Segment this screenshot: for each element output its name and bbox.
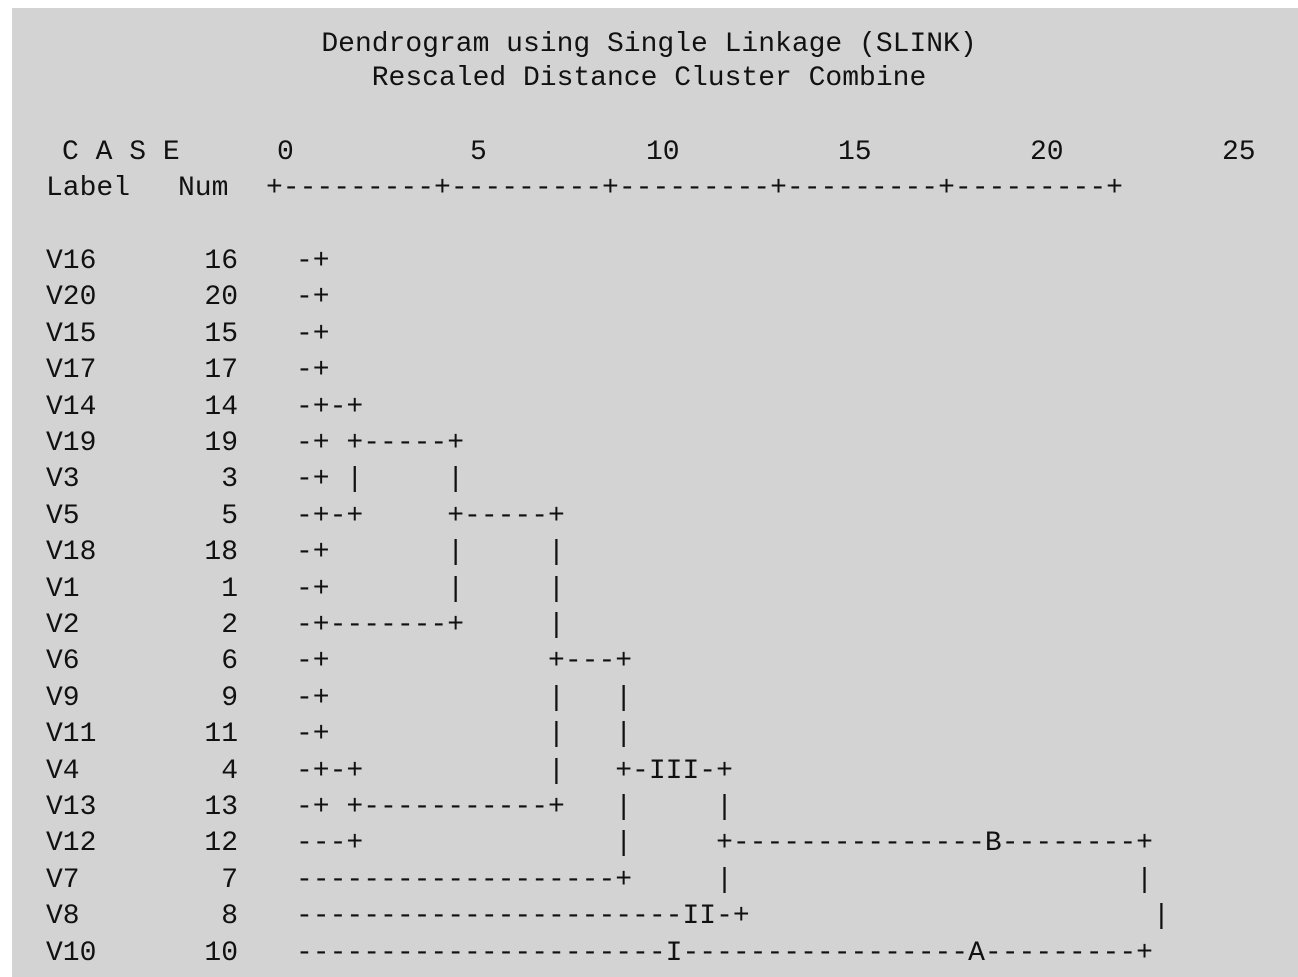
case-label: V11 (46, 719, 97, 750)
case-number: 10 (204, 938, 238, 969)
case-label: V1 (46, 574, 80, 605)
case-number: 14 (204, 392, 238, 423)
case-label: V18 (46, 537, 97, 568)
case-label: V8 (46, 901, 80, 932)
dendrogram-branch-row: -+ | | (296, 464, 465, 495)
dendrogram-branch-row: -+ (296, 246, 330, 277)
case-label: V16 (46, 246, 97, 277)
case-number: 12 (204, 828, 238, 859)
num-column-header: Num (178, 173, 229, 204)
scale-tick-15: 15 (838, 137, 872, 168)
case-number: 18 (204, 537, 238, 568)
case-number: 17 (204, 355, 238, 386)
case-label: V3 (46, 464, 80, 495)
case-number: 5 (221, 501, 238, 532)
case-number: 16 (204, 246, 238, 277)
dendrogram-panel (12, 8, 1298, 977)
distance-ruler: +---------+---------+---------+---------… (266, 173, 1123, 204)
case-header: C A S E (62, 137, 180, 168)
chart-subtitle: Rescaled Distance Cluster Combine (371, 63, 927, 94)
dendrogram-branch-row: -+ | | (296, 719, 633, 750)
dendrogram-branch-row: -------------------+ | | (296, 865, 1153, 896)
dendrogram-branch-row: -+ (296, 319, 330, 350)
scale-tick-5: 5 (470, 137, 487, 168)
dendrogram-branch-row: -+-+ +-----+ (296, 501, 565, 532)
case-label: V12 (46, 828, 97, 859)
dendrogram-branch-row: -+-+ | +-III-+ (296, 756, 733, 787)
scale-tick-20: 20 (1030, 137, 1064, 168)
case-number: 11 (204, 719, 238, 750)
dendrogram-branch-row: -+ (296, 282, 330, 313)
dendrogram-branch-row: -+-------+ | (296, 610, 565, 641)
case-number: 4 (221, 756, 238, 787)
case-number: 8 (221, 901, 238, 932)
dendrogram-branch-row: -+ | | (296, 574, 565, 605)
case-label: V9 (46, 683, 80, 714)
dendrogram-branch-row: -+ | | (296, 683, 633, 714)
chart-title: Dendrogram using Single Linkage (SLINK) (321, 29, 977, 60)
case-label: V6 (46, 646, 80, 677)
case-number: 9 (221, 683, 238, 714)
case-label: V4 (46, 756, 80, 787)
case-number: 13 (204, 792, 238, 823)
dendrogram-branch-row: -+ +---+ (296, 646, 633, 677)
case-number: 1 (221, 574, 238, 605)
case-number: 3 (221, 464, 238, 495)
case-number: 6 (221, 646, 238, 677)
scale-tick-0: 0 (277, 137, 294, 168)
case-number: 19 (204, 428, 238, 459)
case-label: V7 (46, 865, 80, 896)
case-label: V17 (46, 355, 97, 386)
case-number: 15 (204, 319, 238, 350)
dendrogram-branch-row: -+ | | (296, 537, 565, 568)
dendrogram-branch-row: -+ +-----------+ | | (296, 792, 733, 823)
label-column-header: Label (46, 173, 131, 204)
dendrogram-branch-row: -+ (296, 355, 330, 386)
case-label: V20 (46, 282, 97, 313)
case-number: 7 (221, 865, 238, 896)
case-label: V19 (46, 428, 97, 459)
dendrogram-branch-row: ----------------------I-----------------… (296, 938, 1153, 969)
case-label: V2 (46, 610, 80, 641)
case-number: 2 (221, 610, 238, 641)
dendrogram-branch-row: -----------------------II-+ | (296, 901, 1170, 932)
dendrogram-branch-row: -+-+ (296, 392, 364, 423)
case-label: V10 (46, 938, 97, 969)
scale-tick-10: 10 (646, 137, 680, 168)
dendrogram-branch-row: ---+ | +---------------B--------+ (296, 828, 1153, 859)
case-number: 20 (204, 282, 238, 313)
case-label: V13 (46, 792, 97, 823)
case-label: V5 (46, 501, 80, 532)
scale-tick-25: 25 (1222, 137, 1256, 168)
dendrogram-branch-row: -+ +-----+ (296, 428, 465, 459)
case-label: V14 (46, 392, 97, 423)
case-label: V15 (46, 319, 97, 350)
